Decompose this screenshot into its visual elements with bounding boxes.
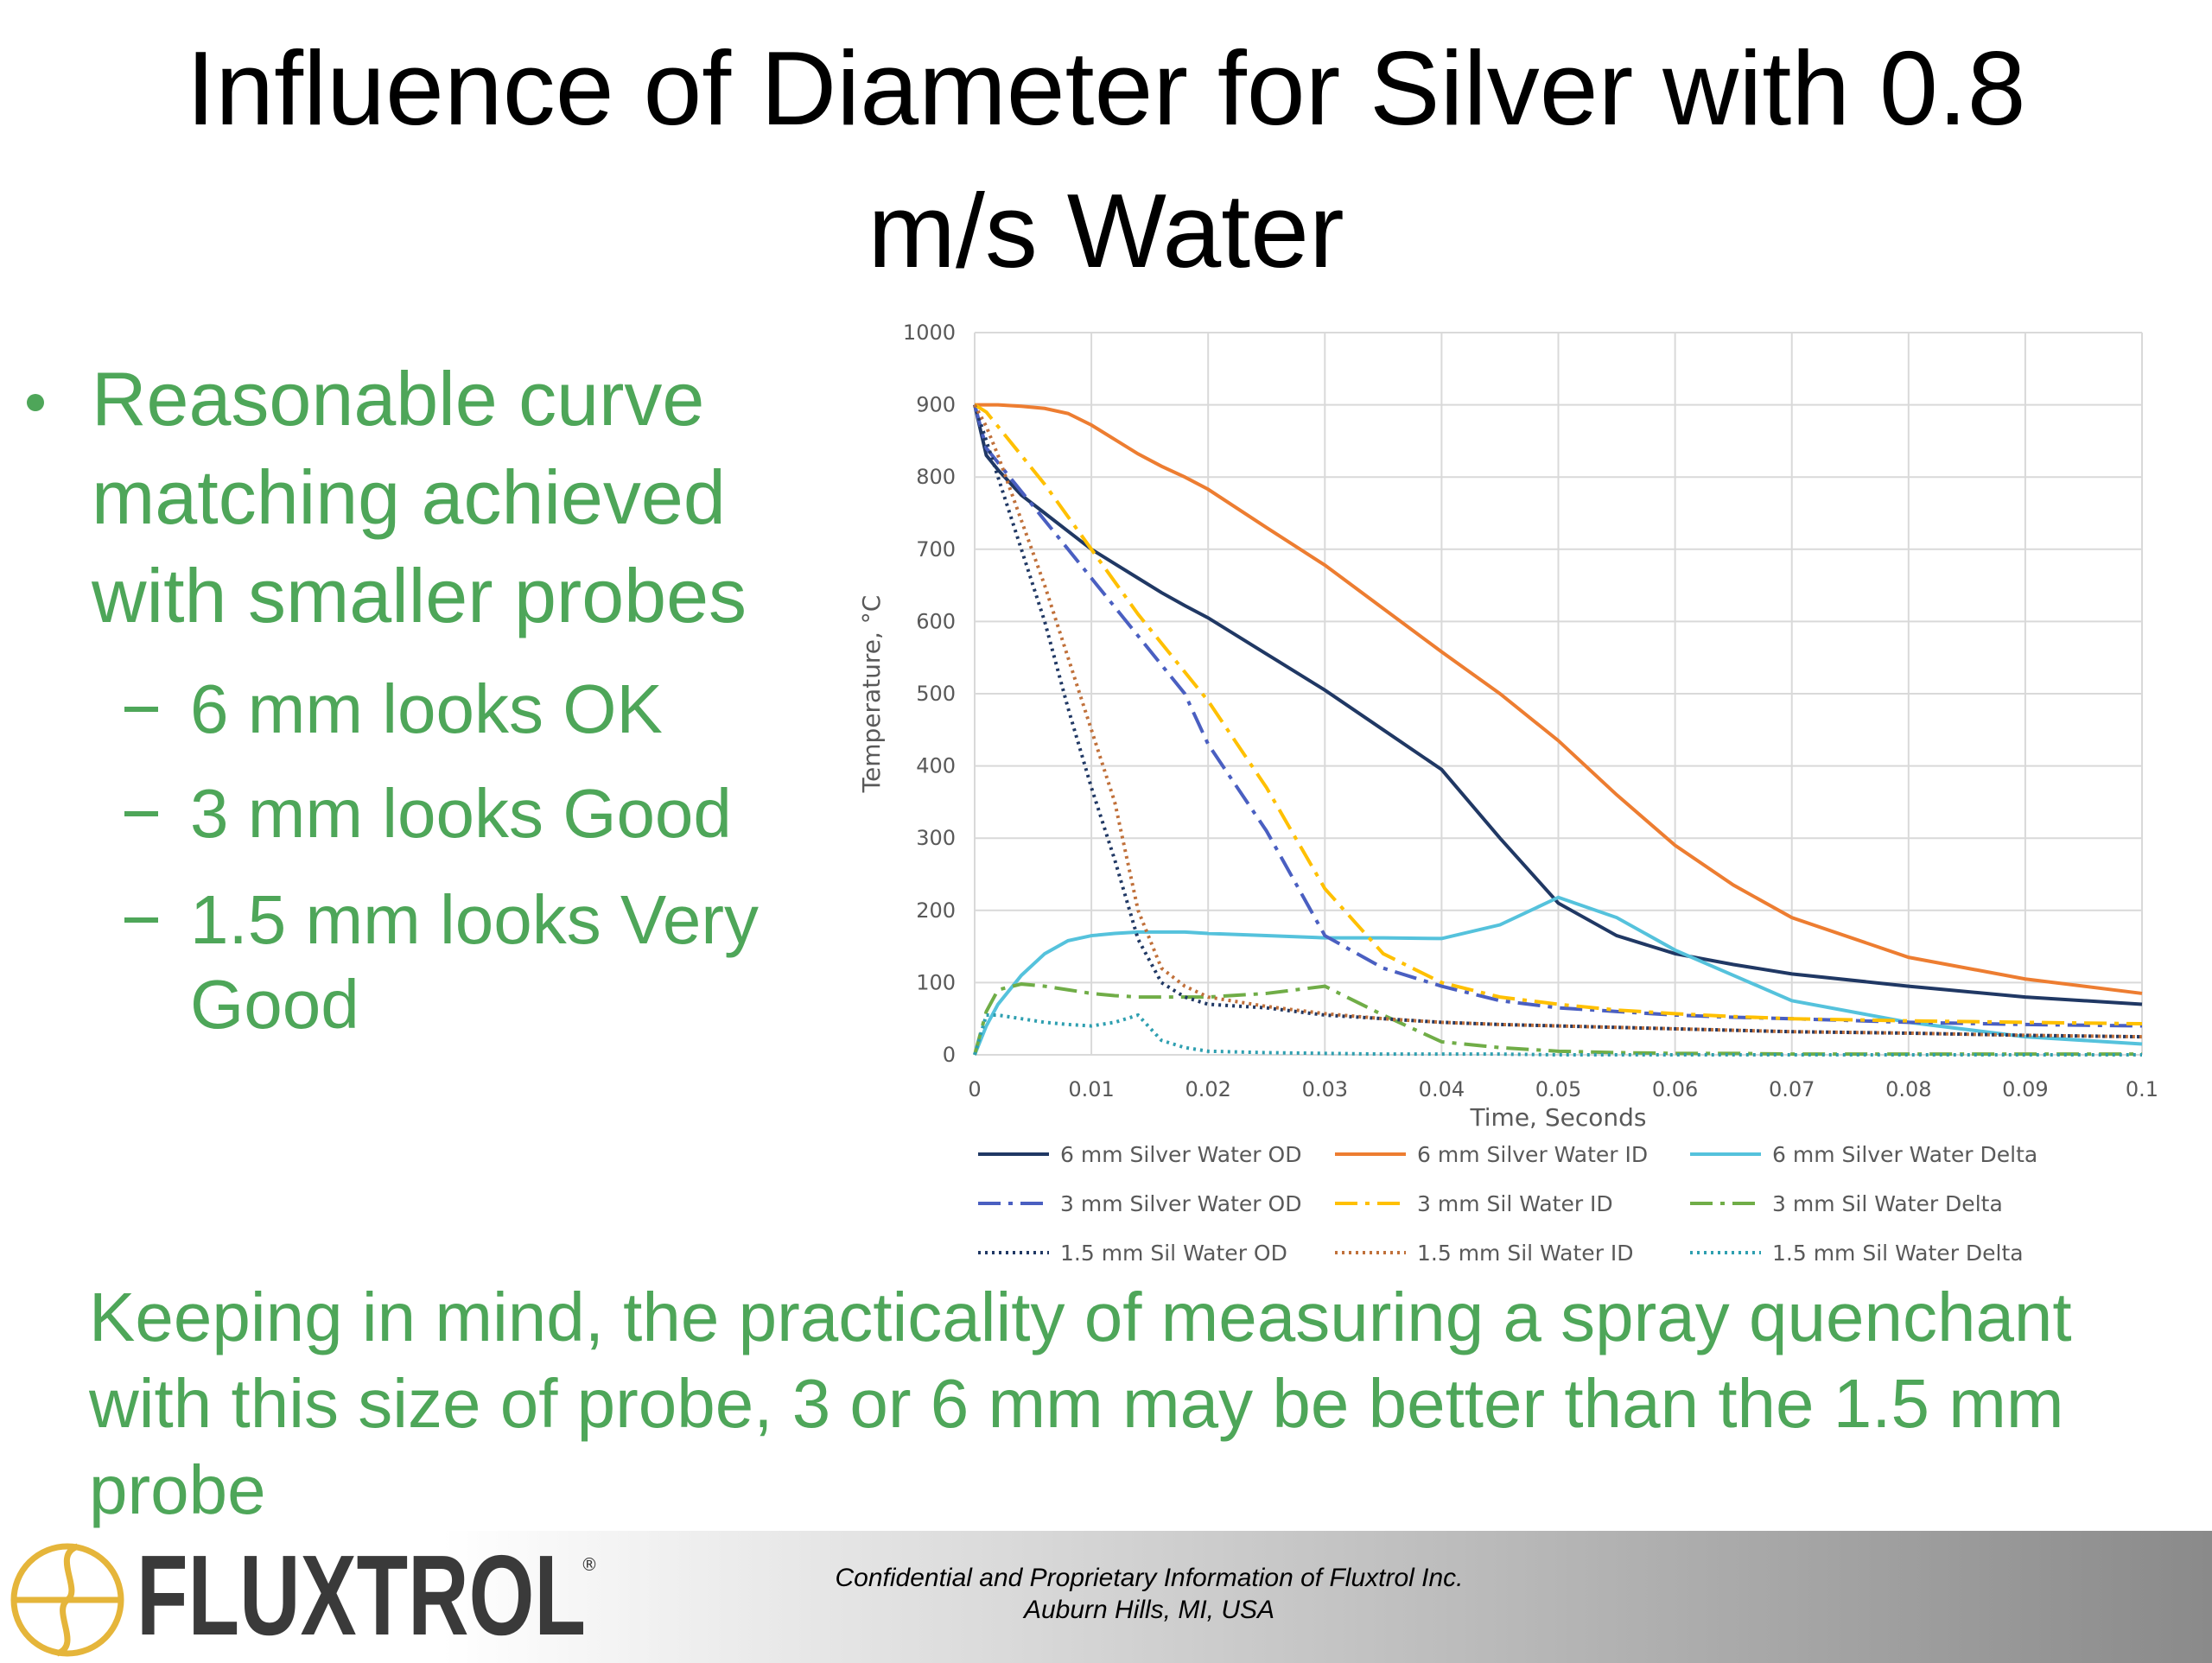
series-line <box>973 895 2143 1056</box>
slide-title: Influence of Diameter for Silver with 0.… <box>186 29 2026 289</box>
y-tick-label: 100 <box>916 970 956 994</box>
note: Keeping in mind, the practicality of mea… <box>89 1279 2072 1528</box>
x-tick-label: 0.03 <box>1302 1077 1348 1101</box>
y-tick-label: 300 <box>916 826 956 850</box>
series-line <box>973 1012 2142 1057</box>
x-tick-label: 0.1 <box>2126 1077 2158 1101</box>
footer-band <box>0 1531 2212 1663</box>
y-tick-label: 900 <box>916 393 956 417</box>
legend-label: 1.5 mm Sil Water Delta <box>1772 1241 2024 1266</box>
logo-text: FLUXTROL <box>137 1532 586 1659</box>
y-tick-label: 800 <box>916 465 956 489</box>
y-tick-label: 400 <box>916 754 956 778</box>
series-line <box>973 404 2143 1006</box>
x-tick-label: 0.09 <box>2002 1077 2048 1101</box>
legend-label: 6 mm Silver Water Delta <box>1772 1142 2037 1167</box>
x-tick-label: 0.04 <box>1419 1077 1465 1101</box>
y-tick-label: 200 <box>916 898 956 923</box>
bullet: Reasonable curve matching achieved with … <box>92 356 747 638</box>
sub-bullet: 6 mm looks OK <box>190 670 663 747</box>
legend-label: 3 mm Sil Water ID <box>1417 1191 1613 1216</box>
y-tick-label: 500 <box>916 682 956 706</box>
y-axis-label: Temperature, °C <box>857 595 886 794</box>
legend-label: 1.5 mm Sil Water OD <box>1060 1241 1287 1266</box>
legend-label: 6 mm Silver Water ID <box>1417 1142 1648 1167</box>
legend-label: 3 mm Sil Water Delta <box>1772 1191 2003 1216</box>
series-line <box>973 403 2143 1026</box>
legend-label: 1.5 mm Sil Water ID <box>1417 1241 1634 1266</box>
x-tick-label: 0.07 <box>1769 1077 1815 1101</box>
sub-bullet: 1.5 mm looks Very Good <box>190 881 760 1043</box>
x-tick-label: 0 <box>968 1077 981 1101</box>
confidential: Confidential and Proprietary Information… <box>835 1564 1464 1592</box>
x-axis-label: Time, Seconds <box>1470 1103 1647 1132</box>
logo-registered: ® <box>581 1554 598 1575</box>
x-tick-label: 0.08 <box>1885 1077 1931 1101</box>
x-tick-label: 0.01 <box>1068 1077 1114 1101</box>
y-tick-label: 1000 <box>903 321 956 345</box>
sub-bullet: 3 mm looks Good <box>190 775 732 852</box>
series-line <box>973 403 2143 1039</box>
series-line <box>975 403 2143 995</box>
x-tick-label: 0.06 <box>1652 1077 1698 1101</box>
y-tick-label: 600 <box>916 609 956 633</box>
location: Auburn Hills, MI, USA <box>1023 1596 1275 1624</box>
bullet-dot <box>27 394 44 411</box>
x-tick-label: 0.05 <box>1535 1077 1581 1101</box>
y-tick-label: 700 <box>916 537 956 562</box>
legend-label: 6 mm Silver Water OD <box>1060 1142 1301 1167</box>
legend-label: 3 mm Silver Water OD <box>1060 1191 1301 1216</box>
x-tick-label: 0.02 <box>1185 1077 1230 1101</box>
y-tick-label: 0 <box>943 1043 956 1067</box>
chart: 0 100 200 300 400 500 600 700 800 900 1000 0 0.01 0.0… <box>857 321 2158 1266</box>
logo-icon <box>10 1543 124 1657</box>
